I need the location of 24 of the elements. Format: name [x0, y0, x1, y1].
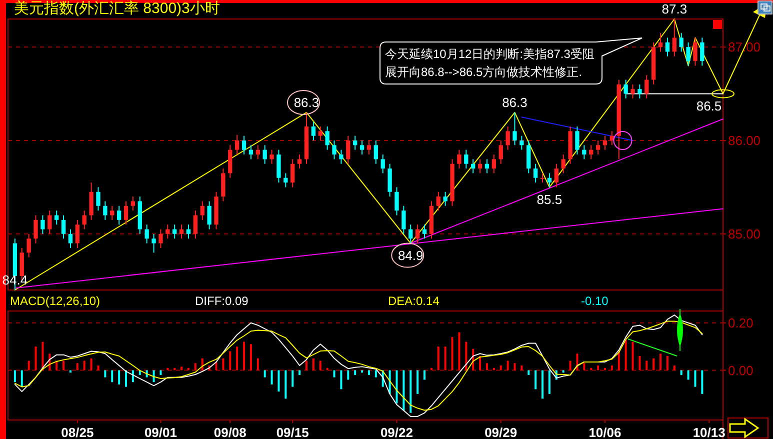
annotation: 86.3 [294, 95, 320, 110]
annotation: 86.5 [696, 98, 722, 114]
series-label: DIFF:0.09 [195, 294, 249, 308]
annotation: 今天延续10月12日的判断:美指87.3受阻 [385, 47, 594, 61]
y-tick-label: 0.00 [728, 362, 754, 378]
y-tick-label: 0.20 [728, 315, 754, 330]
chart-title: MACD(12,26,10) [10, 294, 100, 308]
x-tick-label: 08/25 [61, 425, 94, 439]
x-tick-label: 09/01 [144, 425, 177, 439]
x-tick-label: 09/29 [484, 425, 518, 439]
annotation: 85.5 [536, 192, 562, 207]
y-tick-label: 85.00 [728, 226, 761, 242]
text: DEA:0.14 [388, 294, 440, 308]
chart-title: 美元指数(外汇汇率 8300)3小时 [14, 0, 220, 17]
annotation: 84.9 [398, 248, 424, 263]
annotation: 87.3 [662, 2, 688, 17]
y-tick-label: 86.00 [728, 133, 761, 148]
x-tick-label: 09/15 [276, 425, 309, 439]
annotation: 展开向86.8-->86.5方向做技术性修正. [385, 65, 582, 79]
x-tick-label: 10/06 [588, 425, 622, 439]
x-tick-label: 09/22 [380, 425, 414, 439]
x-tick-label: 09/08 [214, 425, 246, 439]
text: -0.10 [581, 294, 609, 308]
annotation: 86.3 [502, 95, 528, 110]
